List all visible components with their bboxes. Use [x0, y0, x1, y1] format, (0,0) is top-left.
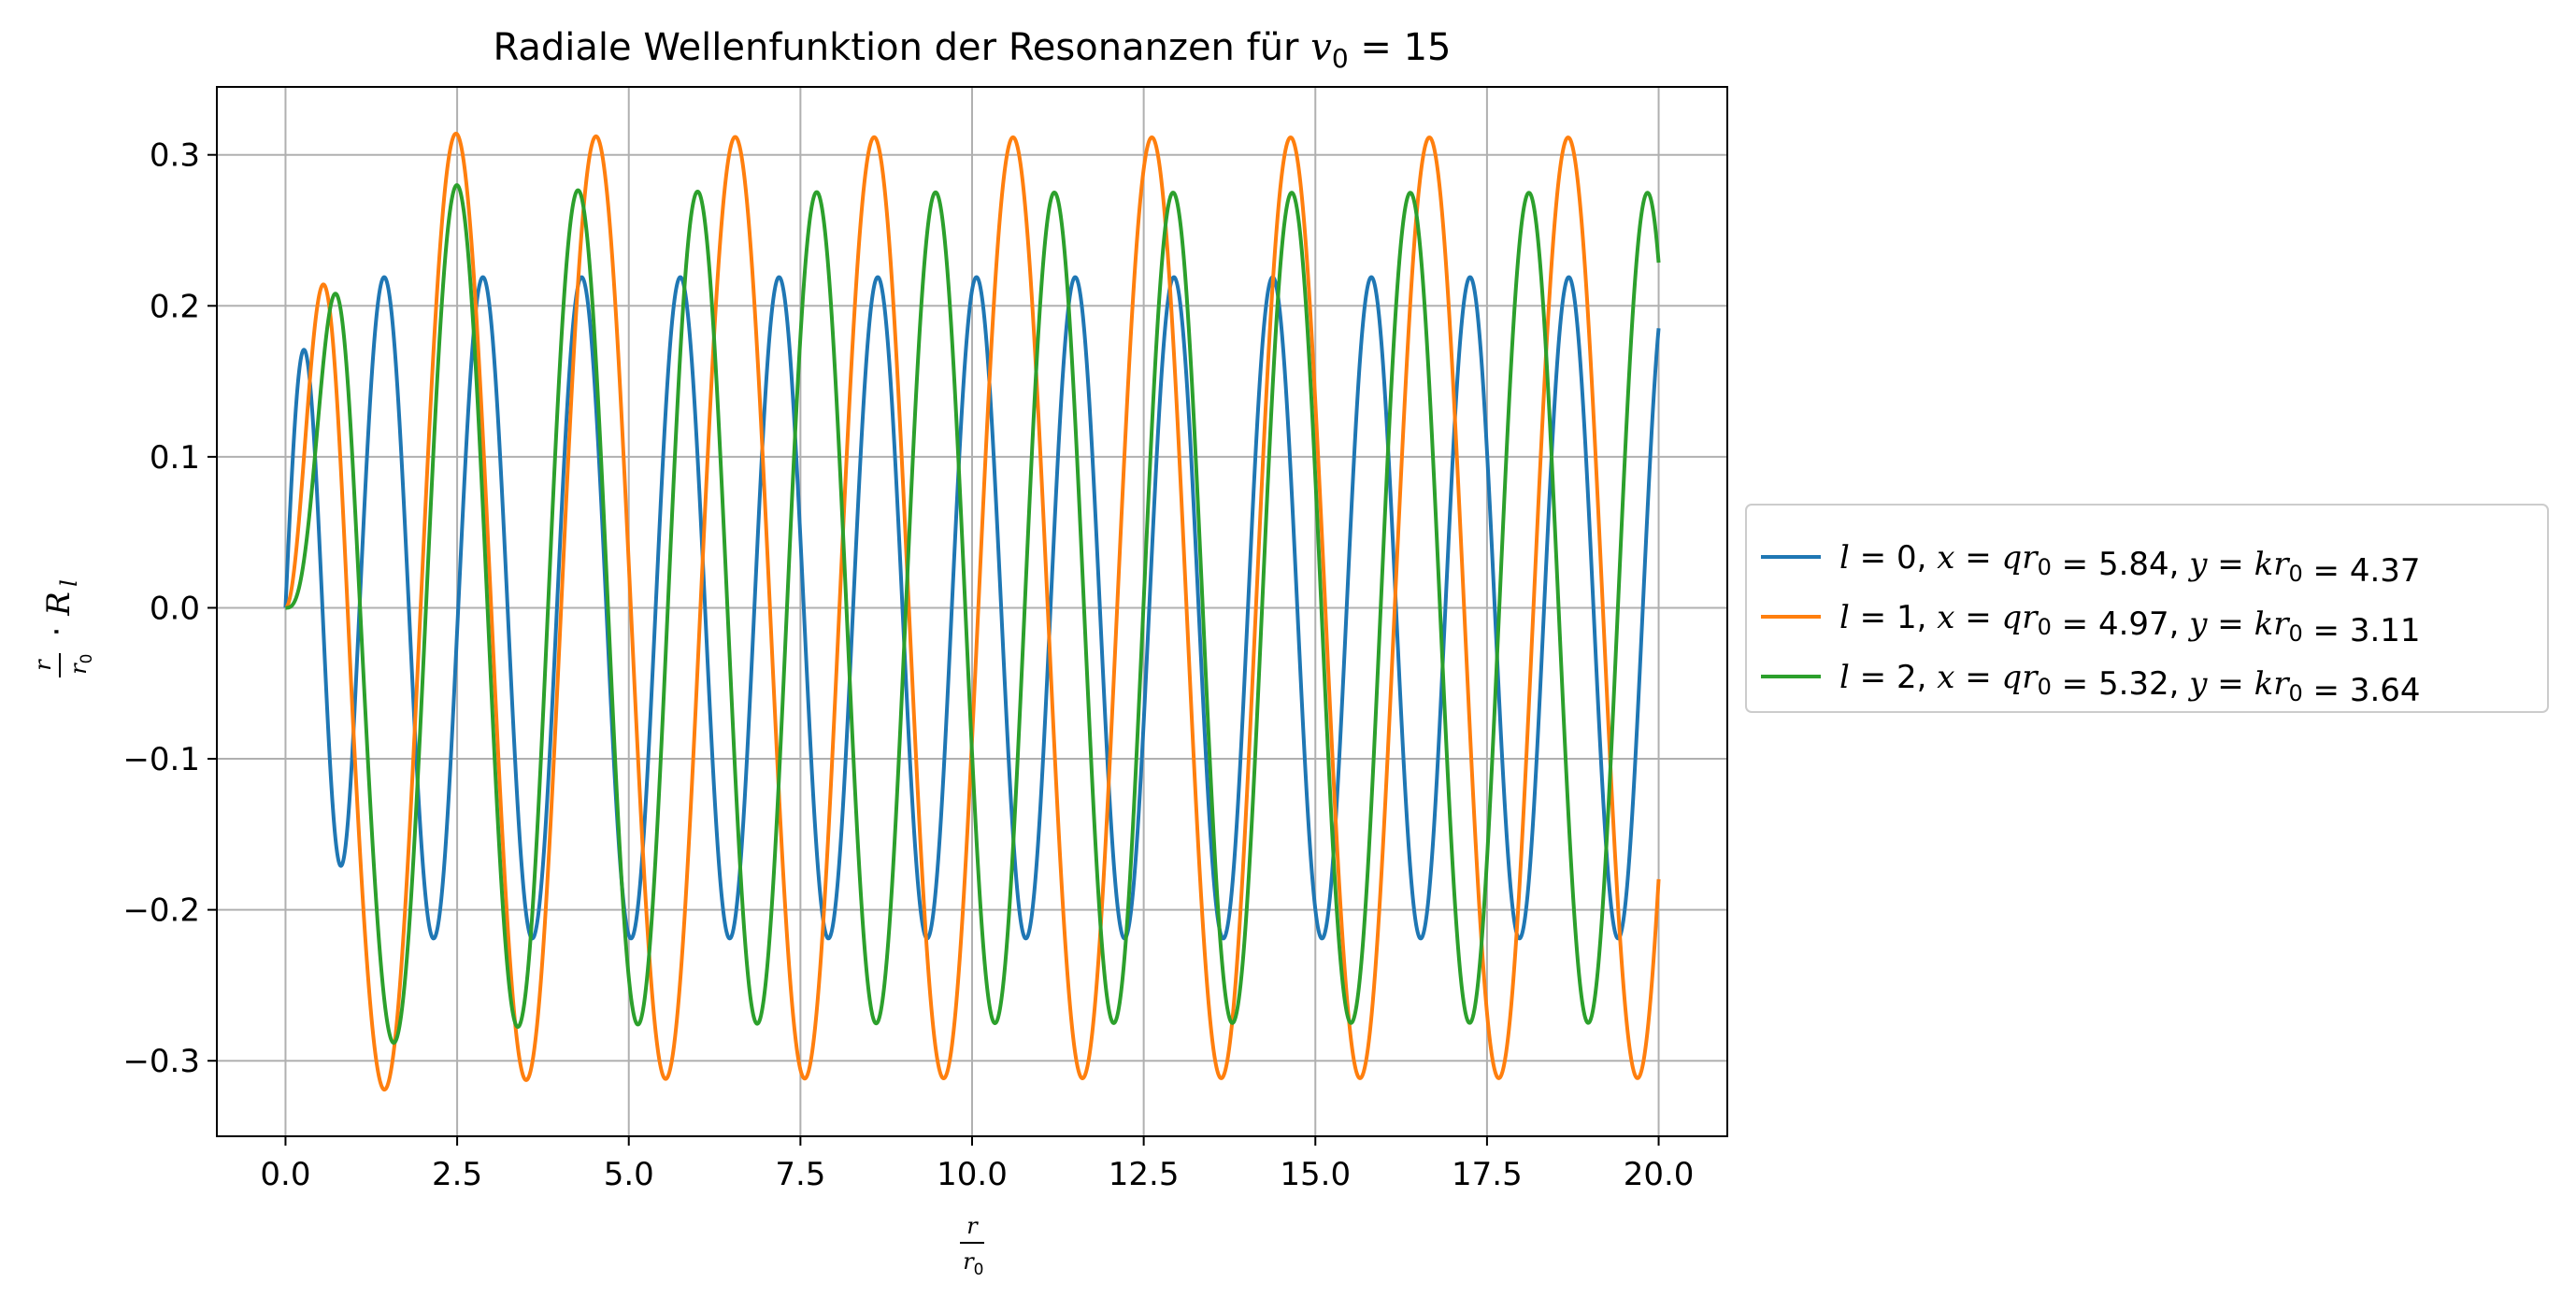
y-tick-label: −0.2 [122, 892, 200, 930]
y-tick-label: 0.3 [150, 137, 200, 175]
svg-text:r: r [966, 1213, 979, 1239]
chart-title-rest: = 15 [1349, 26, 1452, 69]
legend-entry-l0: l = 0, x = qr0 = 5.84, y = kr0 = 4.37 [1761, 539, 2421, 590]
legend: l = 0, x = qr0 = 5.84, y = kr0 = 4.37 l =… [1745, 504, 2549, 713]
legend-entry-l1: l = 1, x = qr0 = 4.97, y = kr0 = 3.11 [1761, 599, 2421, 649]
legend-label: l = 2, x = qr0 = 5.32, y = kr0 = 3.64 [1839, 659, 2421, 709]
x-gridlines [284, 87, 1660, 1136]
x-tick-label: 10.0 [937, 1156, 1008, 1193]
x-axis-ticks: 0.0 2.5 5.0 7.5 10.0 12.5 15.0 17.5 20.0 [260, 1136, 1694, 1193]
legend-frame [1745, 504, 2549, 713]
x-tick-label: 15.0 [1280, 1156, 1351, 1193]
svg-text:0: 0 [78, 654, 96, 664]
chart-title-text: Radiale Wellenfunktion der Resonanzen fü… [493, 26, 1310, 69]
chart-title-sub: 0 [1332, 43, 1349, 74]
svg-text:r: r [963, 1248, 975, 1275]
svg-text:0: 0 [974, 1261, 984, 1279]
x-tick-label: 2.5 [432, 1156, 482, 1193]
svg-text:r: r [30, 659, 56, 671]
legend-label: l = 1, x = qr0 = 4.97, y = kr0 = 3.11 [1839, 599, 2421, 649]
legend-entries: l = 0, x = qr0 = 5.84, y = kr0 = 4.37 l =… [1761, 539, 2421, 709]
x-tick-label: 17.5 [1452, 1156, 1523, 1193]
series-line-l2 [283, 183, 1661, 1045]
legend-label: l = 0, x = qr0 = 5.84, y = kr0 = 4.37 [1839, 539, 2421, 590]
y-tick-label: 0.2 [150, 288, 200, 325]
x-tick-label: 7.5 [775, 1156, 825, 1193]
series-line-l0 [283, 275, 1661, 941]
x-tick-label: 0.0 [260, 1156, 310, 1193]
y-axis-ticks: −0.3 −0.2 −0.1 0.0 0.1 0.2 0.3 [122, 137, 217, 1080]
svg-text:R: R [40, 591, 78, 617]
x-axis-label: r r 0 [960, 1213, 984, 1279]
x-tick-label: 20.0 [1624, 1156, 1695, 1193]
chart-title-var: v [1310, 26, 1332, 69]
legend-entry-l2: l = 2, x = qr0 = 5.32, y = kr0 = 3.64 [1761, 659, 2421, 709]
svg-text:·: · [38, 627, 76, 637]
x-tick-label: 5.0 [604, 1156, 654, 1193]
svg-text:r: r [65, 663, 92, 675]
y-tick-label: −0.1 [122, 741, 200, 778]
y-tick-label: 0.1 [150, 439, 200, 477]
y-axis-label: r r 0 · R l [30, 579, 96, 677]
y-tick-label: 0.0 [150, 590, 200, 627]
chart-title: Radiale Wellenfunktion der Resonanzen fü… [493, 26, 1451, 74]
svg-text:l: l [56, 579, 82, 587]
y-tick-label: −0.3 [122, 1043, 200, 1080]
x-tick-label: 12.5 [1109, 1156, 1180, 1193]
series-layer [283, 131, 1661, 1092]
